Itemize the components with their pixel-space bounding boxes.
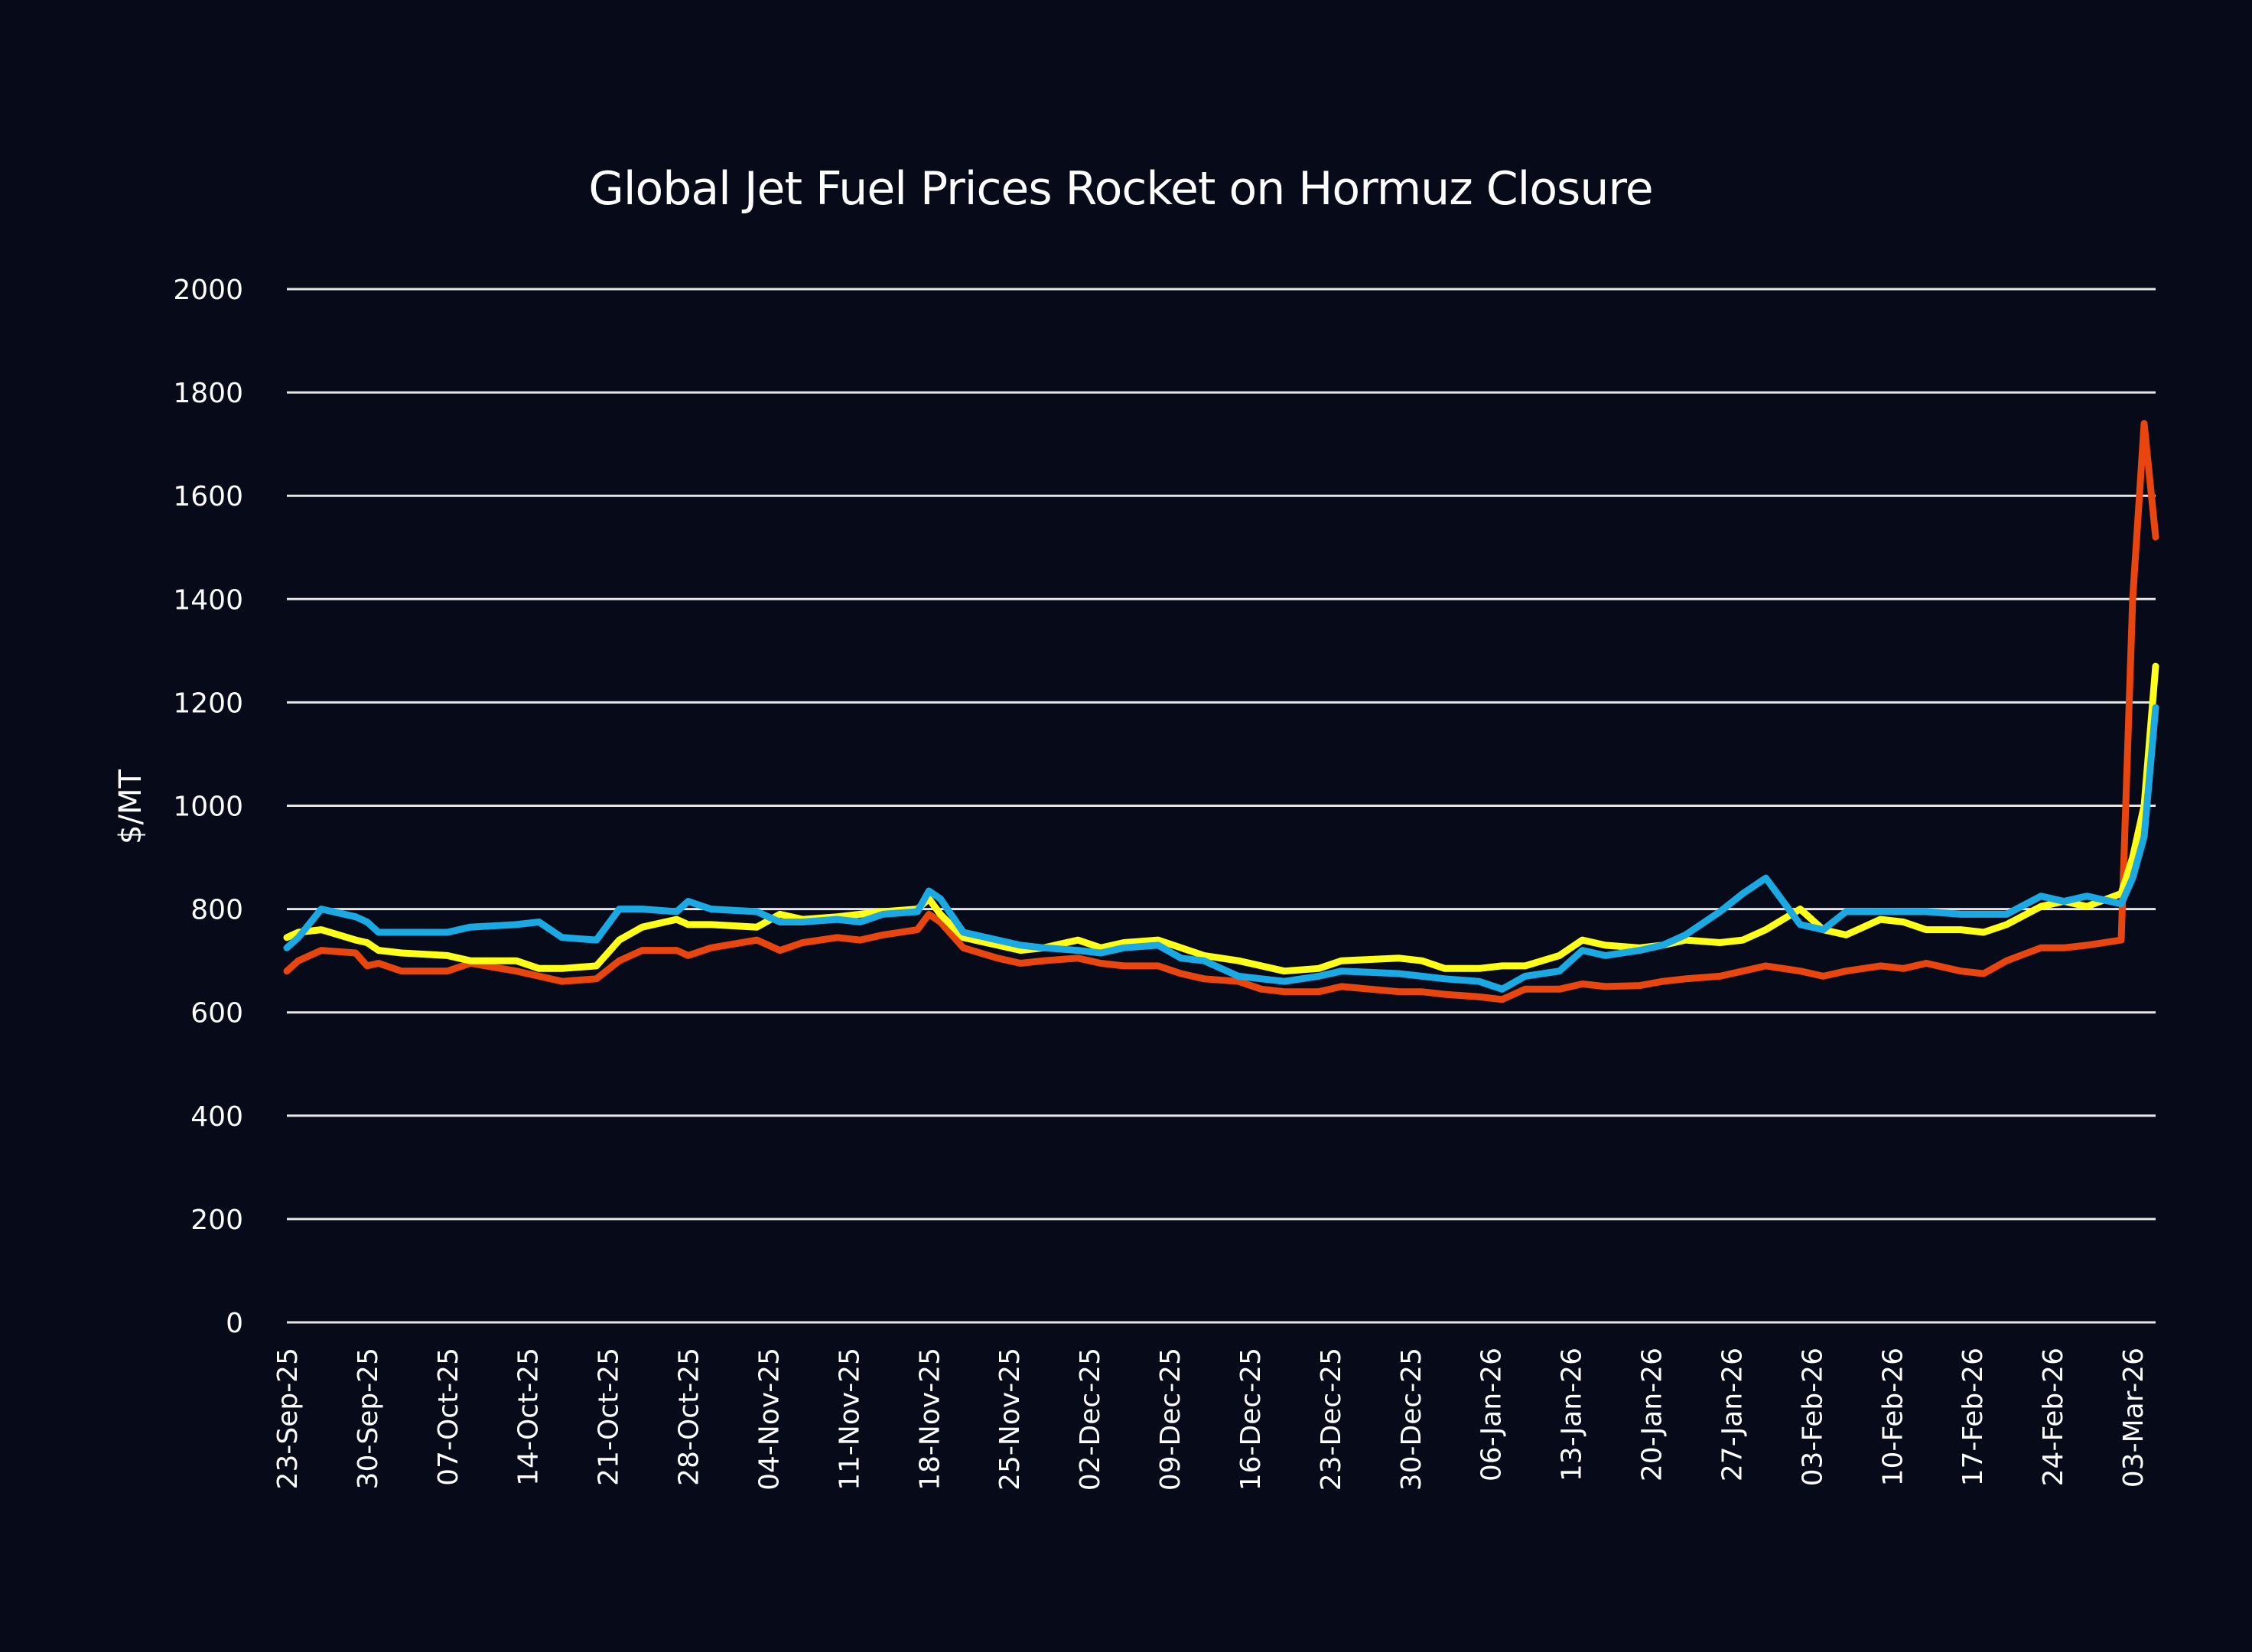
x-tick-label: 17-Feb-26 (1957, 1348, 1989, 1486)
x-tick-label: 14-Oct-25 (513, 1348, 545, 1486)
series-lines (283, 420, 2159, 1003)
x-tick-label: 23-Dec-25 (1316, 1348, 1347, 1491)
x-tick-label: 25-Nov-25 (994, 1348, 1026, 1491)
x-tick-label: 02-Dec-25 (1075, 1348, 1106, 1491)
x-tick-label: 07-Oct-25 (433, 1348, 464, 1486)
gridlines (287, 288, 2156, 1324)
x-tick-label: 30-Dec-25 (1396, 1348, 1427, 1491)
y-tick-label: 2000 (173, 275, 243, 306)
y-tick-label: 200 (190, 1205, 243, 1236)
chart-title: Global Jet Fuel Prices Rocket on Hormuz … (588, 162, 1653, 216)
x-tick-label: 27-Jan-26 (1717, 1348, 1748, 1481)
series-line-1 (283, 420, 2159, 1003)
x-axis-tick-labels: 23-Sep-25 30-Sep-25 07-Oct-25 14-Oct-25 21-O… (272, 1348, 2149, 1491)
x-tick-label: 21-Oct-25 (594, 1348, 625, 1486)
y-tick-label: 1600 (173, 481, 243, 512)
x-tick-label: 23-Sep-25 (272, 1348, 304, 1489)
x-tick-label: 20-Jan-26 (1637, 1348, 1668, 1481)
y-tick-label: 600 (190, 998, 243, 1029)
x-tick-label: 04-Nov-25 (753, 1348, 785, 1491)
y-tick-label: 1000 (173, 792, 243, 823)
y-tick-label: 1200 (173, 688, 243, 719)
x-tick-label: 13-Jan-26 (1557, 1348, 1588, 1481)
x-tick-label: 24-Feb-26 (2038, 1348, 2069, 1486)
y-tick-label: 0 (226, 1308, 243, 1339)
y-axis-tick-labels: 0 200 400 600 800 1000 1200 1400 1600 1800 2000 (173, 275, 243, 1339)
x-tick-label: 16-Dec-25 (1235, 1348, 1267, 1491)
x-tick-label: 18-Nov-25 (914, 1348, 945, 1491)
y-axis-title: $/MT (113, 769, 148, 844)
y-tick-label: 800 (190, 895, 243, 926)
x-tick-label: 03-Mar-26 (2118, 1348, 2149, 1488)
series-line-2 (283, 662, 2159, 975)
x-tick-label: 09-Dec-25 (1155, 1348, 1186, 1491)
x-tick-label: 30-Sep-25 (353, 1348, 384, 1489)
y-tick-label: 400 (190, 1101, 243, 1133)
y-tick-label: 1800 (173, 378, 243, 409)
series-line-3 (283, 704, 2159, 993)
x-tick-label: 28-Oct-25 (674, 1348, 705, 1486)
x-tick-label: 03-Feb-26 (1797, 1348, 1828, 1486)
y-tick-label: 1400 (173, 584, 243, 616)
x-tick-label: 06-Jan-26 (1476, 1348, 1508, 1481)
x-tick-label: 11-Nov-25 (834, 1348, 865, 1491)
x-tick-label: 10-Feb-26 (1877, 1348, 1909, 1486)
